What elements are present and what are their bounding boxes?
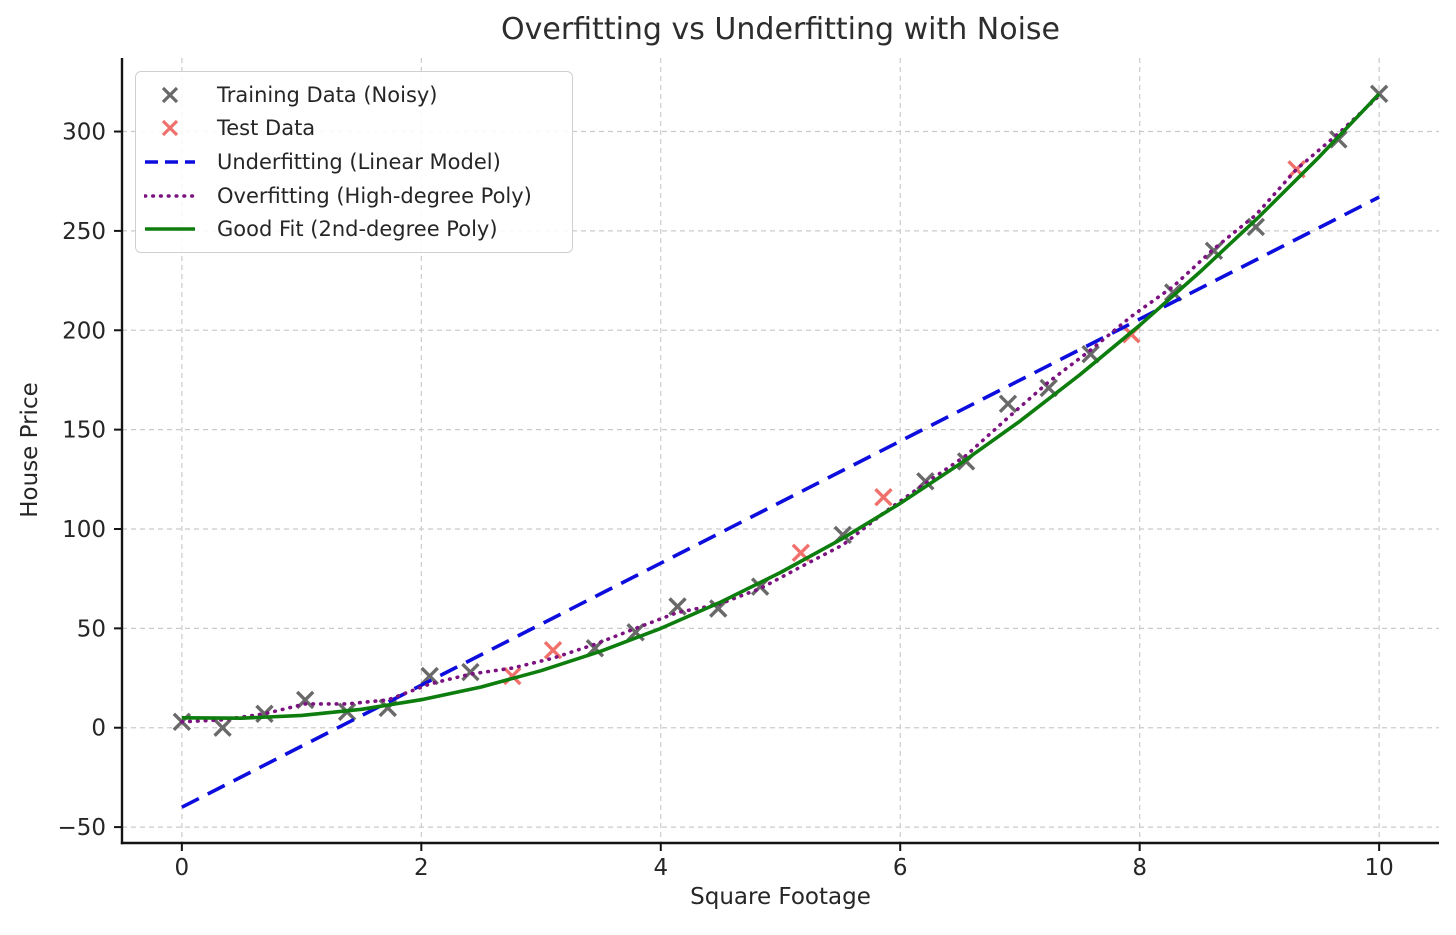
legend-label: Test Data (217, 116, 316, 141)
svg-text:50: 50 (77, 616, 106, 642)
svg-text:2: 2 (414, 855, 429, 881)
dashed-line-icon (144, 150, 196, 174)
svg-text:−50: −50 (57, 815, 106, 841)
legend-label: Underfitting (Linear Model) (217, 149, 501, 174)
svg-text:250: 250 (62, 219, 106, 245)
legend-item-training-data: Training Data (Noisy) (144, 80, 562, 110)
dotted-line-icon (144, 184, 196, 208)
svg-text:4: 4 (653, 855, 668, 881)
svg-text:0: 0 (91, 716, 106, 742)
svg-text:0: 0 (175, 855, 190, 881)
chart-title: Overfitting vs Underfitting with Noise (501, 12, 1060, 47)
solid-line-icon (144, 217, 196, 241)
svg-text:150: 150 (62, 418, 106, 444)
x-marker-icon (144, 116, 196, 140)
svg-text:300: 300 (62, 120, 106, 146)
legend: Training Data (Noisy) Test Data Underfit… (135, 71, 573, 253)
legend-label: Overfitting (High-degree Poly) (217, 183, 532, 208)
legend-item-test-data: Test Data (144, 113, 562, 143)
legend-label: Good Fit (2nd-degree Poly) (217, 217, 498, 242)
y-axis-label: House Price (17, 382, 43, 518)
legend-item-overfitting: Overfitting (High-degree Poly) (144, 181, 562, 211)
svg-text:200: 200 (62, 318, 106, 344)
legend-item-underfitting: Underfitting (Linear Model) (144, 147, 562, 177)
legend-item-good-fit: Good Fit (2nd-degree Poly) (144, 214, 562, 244)
svg-text:8: 8 (1132, 855, 1147, 881)
legend-label: Training Data (Noisy) (217, 82, 438, 107)
svg-text:100: 100 (62, 517, 106, 543)
x-axis-label: Square Footage (690, 884, 871, 910)
x-marker-icon (144, 83, 196, 107)
svg-text:10: 10 (1364, 855, 1393, 881)
svg-text:6: 6 (893, 855, 908, 881)
